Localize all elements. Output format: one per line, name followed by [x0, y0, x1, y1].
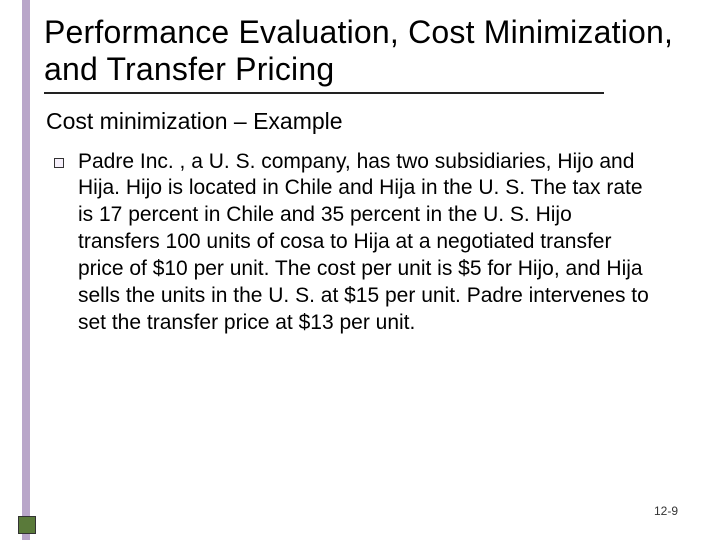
title-underline — [44, 92, 604, 94]
square-bullet-icon — [54, 158, 64, 168]
slide-subtitle: Cost minimization – Example — [46, 108, 692, 135]
body-text: Padre Inc. , a U. S. company, has two su… — [78, 149, 658, 337]
corner-marker — [18, 516, 36, 534]
page-number: 12-9 — [654, 504, 678, 518]
accent-bar — [22, 0, 30, 540]
bullet-item: Padre Inc. , a U. S. company, has two su… — [54, 149, 692, 337]
slide-title: Performance Evaluation, Cost Minimizatio… — [44, 14, 692, 88]
slide-content: Performance Evaluation, Cost Minimizatio… — [44, 14, 692, 337]
